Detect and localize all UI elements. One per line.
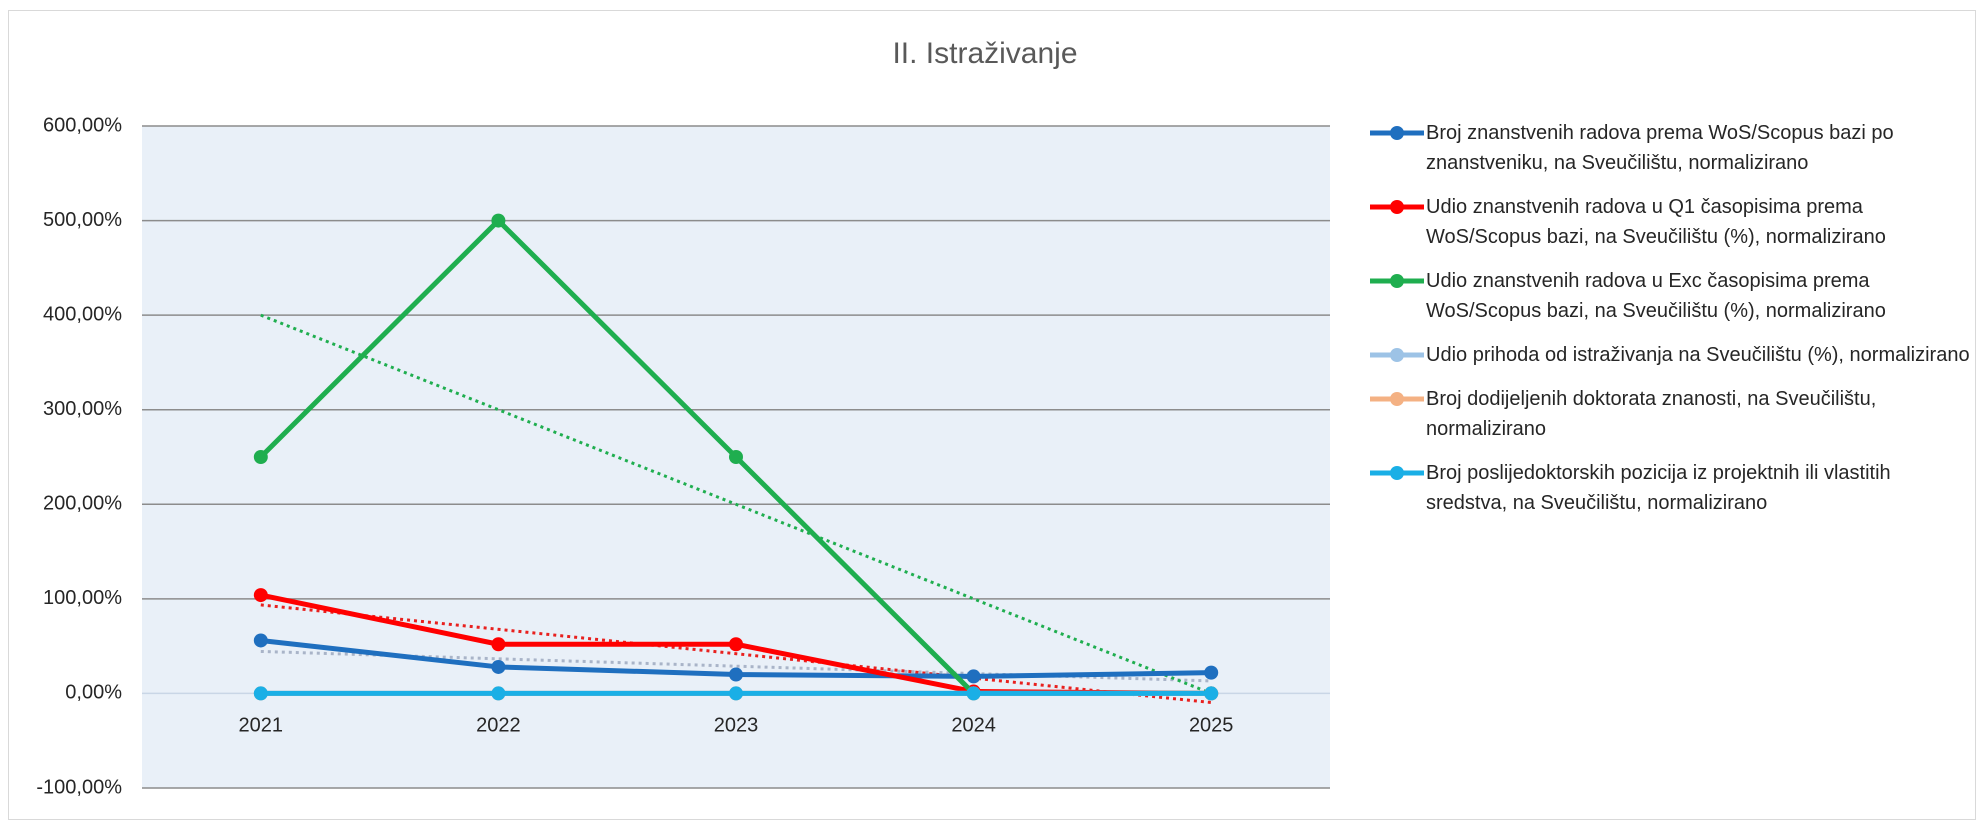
data-point [729, 686, 743, 701]
legend-swatch [1370, 126, 1424, 140]
y-tick-label: 400,00% [43, 303, 122, 325]
legend-label: Broj znanstvenih radova prema WoS/Scopus… [1426, 122, 1894, 174]
legend-label: Broj poslijedoktorskih pozicija iz proje… [1426, 462, 1891, 514]
legend-swatch [1370, 392, 1424, 406]
legend-entry: Broj znanstvenih radova prema WoS/Scopus… [1368, 118, 1974, 178]
trendline [260, 313, 1212, 695]
legend-swatch [1370, 200, 1424, 214]
data-point [966, 686, 981, 701]
x-tick-label: 2024 [951, 715, 996, 737]
y-tick-label: 0,00% [65, 682, 122, 704]
legend: Broj znanstvenih radova prema WoS/Scopus… [1368, 118, 1974, 532]
data-point [491, 213, 506, 228]
legend-entry: Broj dodijeljenih doktorata znanosti, na… [1368, 384, 1974, 444]
y-tick-label: 200,00% [43, 493, 122, 515]
legend-label: Broj dodijeljenih doktorata znanosti, na… [1426, 388, 1877, 440]
legend-marker [1390, 392, 1404, 406]
trendline [260, 603, 1212, 704]
legend-marker [1390, 200, 1404, 214]
legend-entry: Udio znanstvenih radova u Exc časopisima… [1368, 266, 1974, 326]
legend-marker [1390, 348, 1404, 362]
data-point [253, 633, 268, 648]
legend-entry: Broj poslijedoktorskih pozicija iz proje… [1368, 458, 1974, 518]
y-tick-label: 300,00% [43, 398, 122, 420]
legend-marker [1390, 466, 1404, 480]
legend-marker [1390, 274, 1404, 288]
y-tick-label: 600,00% [43, 114, 122, 136]
legend-marker [1390, 126, 1404, 140]
data-point [729, 637, 743, 652]
legend-entry: Udio prihoda od istraživanja na Sveučili… [1368, 340, 1974, 370]
x-tick-label: 2025 [1189, 715, 1234, 737]
legend-label: Udio prihoda od istraživanja na Sveučili… [1426, 344, 1970, 366]
legend-swatch [1370, 466, 1424, 480]
legend-label: Udio znanstvenih radova u Q1 časopisima … [1426, 196, 1886, 248]
x-tick-label: 2023 [714, 715, 759, 737]
legend-swatch [1370, 348, 1424, 362]
data-point [253, 450, 268, 464]
y-tick-label: 100,00% [43, 587, 122, 609]
x-tick-label: 2021 [239, 715, 284, 737]
chart-title: II. Istraživanje [892, 37, 1077, 70]
legend-entry: Udio znanstvenih radova u Q1 časopisima … [1368, 192, 1974, 252]
chart: II. Istraživanje -100,00% 0,00% 100,00% 200… [36, 37, 1330, 798]
data-point [253, 686, 268, 701]
y-tick-label: 500,00% [43, 209, 122, 231]
legend-swatch [1370, 274, 1424, 288]
y-tick-label: -100,00% [36, 776, 122, 798]
data-point [1204, 665, 1219, 680]
data-point [1204, 686, 1219, 701]
data-point [729, 667, 743, 682]
data-point [491, 686, 506, 701]
data-point [253, 588, 268, 603]
data-point [491, 637, 506, 652]
data-point [729, 450, 743, 464]
data-point [966, 669, 981, 684]
legend-label: Udio znanstvenih radova u Exc časopisima… [1426, 270, 1886, 322]
data-point [491, 659, 506, 674]
x-tick-label: 2022 [476, 715, 521, 737]
